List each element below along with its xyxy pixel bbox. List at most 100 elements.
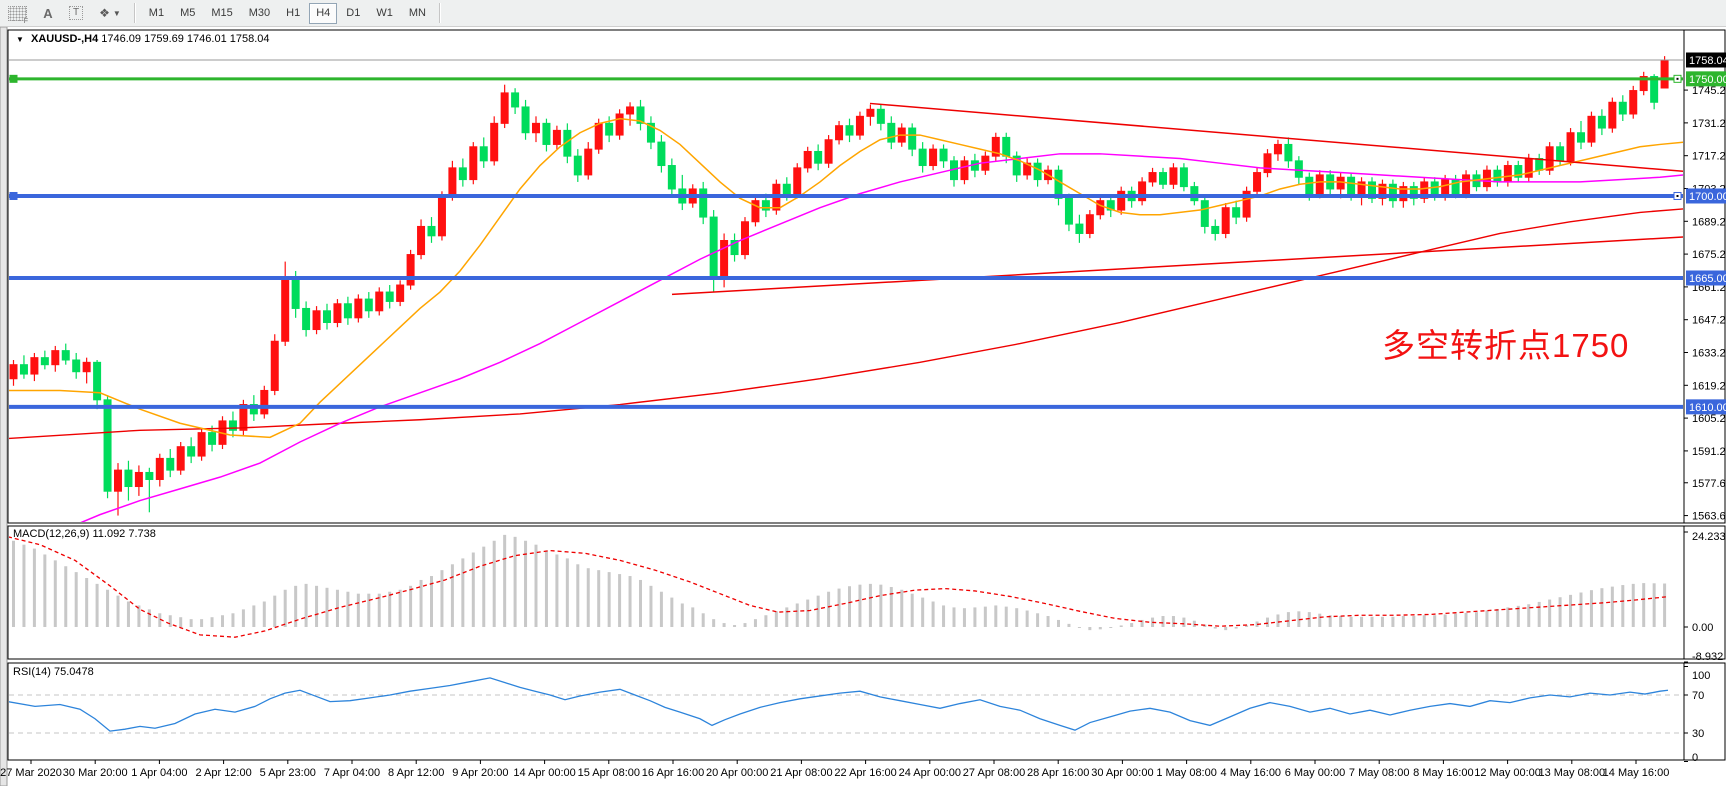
svg-text:1665.00: 1665.00: [1689, 273, 1726, 285]
svg-text:1 May 08:00: 1 May 08:00: [1156, 767, 1217, 779]
svg-text:-8.932: -8.932: [1692, 651, 1723, 663]
symbol-label: XAUUSD-,H4: [30, 33, 99, 45]
timeframe-group: M1 M5 M15 M30 H1 H4 D1 W1 MN: [141, 2, 434, 24]
svg-text:1717.20: 1717.20: [1692, 151, 1726, 163]
macd-layer: [9, 534, 1669, 638]
svg-text:15 Apr 08:00: 15 Apr 08:00: [578, 767, 640, 779]
grid-f-tool-button[interactable]: F: [1, 3, 34, 25]
main-chart-layer: [9, 56, 1684, 522]
timeframe-button-mn[interactable]: MN: [408, 7, 426, 19]
svg-text:1619.20: 1619.20: [1692, 380, 1726, 392]
chevron-down-icon: ▼: [112, 8, 121, 18]
grid-icon: F: [8, 5, 28, 25]
macd-indicator-label: MACD(12,26,9) 11.092 7.738: [13, 528, 156, 540]
svg-text:70: 70: [1692, 690, 1704, 702]
svg-text:1745.20: 1745.20: [1692, 85, 1726, 97]
colors-icon: ❖: [99, 6, 111, 20]
svg-text:1750.00: 1750.00: [1689, 74, 1726, 86]
svg-text:1700.00: 1700.00: [1689, 191, 1726, 203]
toolbar-separator: [133, 3, 136, 23]
chart-canvas[interactable]: 1745.201731.201717.201703.201689.201675.…: [0, 27, 1726, 786]
timeframe-button-w1[interactable]: W1: [376, 7, 393, 19]
svg-text:100: 100: [1692, 670, 1710, 682]
svg-text:27 Apr 08:00: 27 Apr 08:00: [963, 767, 1025, 779]
svg-text:7 May 08:00: 7 May 08:00: [1349, 767, 1410, 779]
font-tool-button[interactable]: A: [36, 3, 60, 24]
timeframe-button-m5[interactable]: M5: [180, 7, 196, 19]
svg-text:1731.20: 1731.20: [1692, 118, 1726, 130]
annotation-text: 多空转折点1750: [1382, 327, 1630, 364]
price-badge-1750.00: [1686, 71, 1726, 87]
svg-text:1633.20: 1633.20: [1692, 348, 1726, 360]
svg-text:20 Apr 00:00: 20 Apr 00:00: [706, 767, 768, 779]
svg-text:12 May 00:00: 12 May 00:00: [1474, 767, 1541, 779]
svg-text:1577.60: 1577.60: [1692, 478, 1726, 490]
svg-text:2 Apr 12:00: 2 Apr 12:00: [195, 767, 251, 779]
svg-text:1605.20: 1605.20: [1692, 413, 1726, 425]
svg-text:1591.20: 1591.20: [1692, 446, 1726, 458]
timeframe-button-m1[interactable]: M1: [148, 7, 165, 19]
timeframe-button-m30[interactable]: M30: [248, 7, 271, 19]
timeframe-button-m15[interactable]: M15: [211, 7, 233, 19]
svg-text:14 May 16:00: 14 May 16:00: [1603, 767, 1670, 779]
toolbar-separator: [438, 3, 441, 23]
svg-text:14 Apr 00:00: 14 Apr 00:00: [513, 767, 575, 779]
svg-text:4 May 16:00: 4 May 16:00: [1221, 767, 1282, 779]
svg-text:6 May 00:00: 6 May 00:00: [1285, 767, 1346, 779]
toolbar: F A T ❖ ▼ M1 M5 M15 M30 H1 H4 D1 W1 MN: [0, 0, 1726, 27]
svg-text:28 Apr 16:00: 28 Apr 16:00: [1027, 767, 1089, 779]
trendline-descending[interactable]: [869, 102, 1684, 173]
svg-text:30 Mar 20:00: 30 Mar 20:00: [63, 767, 128, 779]
svg-text:30: 30: [1692, 728, 1704, 740]
svg-text:1758.04: 1758.04: [1689, 55, 1726, 67]
timeframe-button-d1[interactable]: D1: [346, 7, 361, 19]
timeframe-button-h1[interactable]: H1: [286, 7, 301, 19]
svg-text:27 Mar 2020: 27 Mar 2020: [0, 767, 62, 779]
svg-text:24.233: 24.233: [1692, 531, 1726, 543]
ma-fast-orange: [9, 117, 1683, 439]
svg-text:16 Apr 16:00: 16 Apr 16:00: [642, 767, 704, 779]
rsi-pane: [7, 662, 1726, 761]
svg-text:1647.20: 1647.20: [1692, 315, 1726, 327]
svg-text:8 May 16:00: 8 May 16:00: [1413, 767, 1474, 779]
svg-text:0: 0: [1692, 752, 1698, 764]
svg-text:1563.60: 1563.60: [1692, 511, 1726, 523]
rsi-indicator-label: RSI(14) 75.0478: [13, 666, 94, 678]
price-badge-1758.04: [1686, 52, 1726, 68]
chart-title: ▼ XAUUSD-,H4 1746.09 1759.69 1746.01 175…: [16, 33, 270, 45]
macd-axis: 24.233 0.00 -8.932: [1684, 531, 1726, 663]
chevron-down-icon[interactable]: ▼: [16, 35, 24, 44]
svg-text:5 Apr 23:00: 5 Apr 23:00: [260, 767, 316, 779]
svg-text:1689.20: 1689.20: [1692, 216, 1726, 228]
text-icon: T: [69, 6, 84, 20]
rsi-axis: 100 70 30 0: [1684, 666, 1710, 764]
colors-tool-button[interactable]: ❖ ▼: [92, 3, 128, 24]
macd-pane: [7, 525, 1726, 660]
timeframe-button-h4[interactable]: H4: [309, 2, 338, 24]
svg-text:1610.00: 1610.00: [1689, 402, 1726, 414]
price-badge-1610.00: [1686, 399, 1726, 415]
svg-text:8 Apr 12:00: 8 Apr 12:00: [388, 767, 444, 779]
svg-text:30 Apr 00:00: 30 Apr 00:00: [1091, 767, 1153, 779]
svg-text:22 Apr 16:00: 22 Apr 16:00: [834, 767, 896, 779]
price-badge-1665.00: [1686, 270, 1726, 286]
svg-text:7 Apr 04:00: 7 Apr 04:00: [324, 767, 380, 779]
svg-text:1 Apr 04:00: 1 Apr 04:00: [131, 767, 187, 779]
svg-text:9 Apr 20:00: 9 Apr 20:00: [452, 767, 508, 779]
trendline-ascending[interactable]: [671, 236, 1684, 296]
ohlc-readout: 1746.09 1759.69 1746.01 1758.04: [101, 33, 270, 45]
ma-mid-magenta: [80, 153, 1683, 522]
date-axis[interactable]: 27 Mar 2020 30 Mar 20:00 1 Apr 04:00 2 Apr …: [0, 760, 1669, 779]
price-axis[interactable]: 1745.201731.201717.201703.201689.201675.…: [1684, 52, 1726, 523]
svg-text:1675.20: 1675.20: [1692, 249, 1726, 261]
rsi-layer: [9, 677, 1683, 734]
svg-text:13 May 08:00: 13 May 08:00: [1538, 767, 1605, 779]
svg-text:21 Apr 08:00: 21 Apr 08:00: [770, 767, 832, 779]
svg-text:0.00: 0.00: [1692, 622, 1713, 634]
rsi-line: [9, 677, 1669, 732]
svg-text:24 Apr 00:00: 24 Apr 00:00: [899, 767, 961, 779]
font-icon: A: [43, 5, 53, 21]
chart-stage: 1745.201731.201717.201703.201689.201675.…: [0, 27, 1726, 786]
left-panel-strip[interactable]: [0, 27, 8, 786]
text-tool-button[interactable]: T: [62, 3, 90, 24]
